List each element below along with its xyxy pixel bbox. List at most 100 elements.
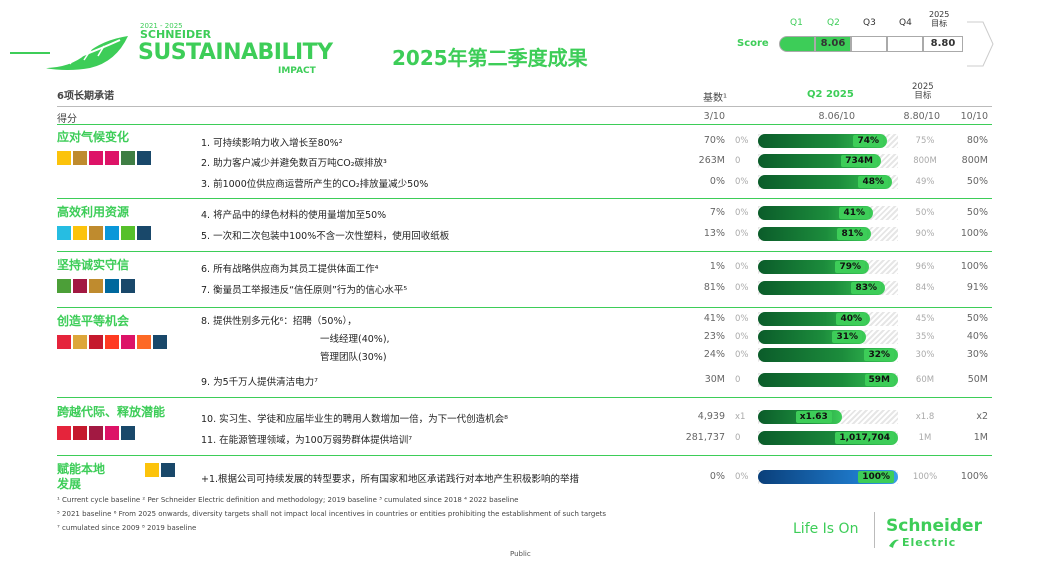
q4-label: Q4 (899, 18, 912, 28)
progress-bar: 734M (758, 154, 881, 168)
header-line (10, 52, 50, 54)
category-label: 高效利用资源 (57, 205, 130, 219)
sdg-goal-icon (121, 151, 135, 165)
progress-bar: 59M (758, 373, 898, 387)
progress-value: 41% (839, 207, 869, 219)
sdg-goal-icon (105, 426, 119, 440)
zero-value: 0 (735, 156, 741, 166)
baseline-value: 0% (709, 176, 725, 187)
target-value: 45% (915, 314, 935, 324)
q3-cell (851, 36, 887, 52)
commitment-label: 1. 可持续影响力收入增长至80%² (201, 138, 343, 149)
brand-mark-icon (889, 539, 899, 548)
sdg-goal-icon (73, 151, 87, 165)
max-value: 800M (961, 155, 988, 166)
target-score: 8.80 (930, 38, 956, 49)
zero-value: 0% (735, 177, 749, 187)
baseline-value: 24% (703, 349, 725, 360)
baseline-value: 30M (704, 374, 725, 385)
max-value: 91% (966, 282, 988, 293)
sdg-icons (57, 225, 153, 244)
zero-value: 0% (735, 262, 749, 272)
zero-value: 0% (735, 229, 749, 239)
sdg-goal-icon (105, 151, 119, 165)
progress-bar: 41% (758, 206, 873, 220)
sdg-goal-icon (89, 279, 103, 293)
sdg-goal-icon (57, 226, 71, 240)
target-value: 96% (915, 262, 935, 272)
progress-bar: 1,017,704 (758, 431, 898, 445)
category-label: 跨越代际、释放潜能 (57, 405, 166, 419)
target-cell: 8.80 (923, 36, 963, 52)
category-label: 创造平等机会 (57, 314, 130, 328)
q2-label: Q2 (827, 18, 840, 28)
brand-tagline: Life Is On (793, 521, 859, 537)
max-value: 50% (966, 313, 988, 324)
zero-value: 0 (735, 375, 741, 385)
progress-bar: 48% (758, 175, 892, 189)
max-value: 100% (960, 261, 988, 272)
brand-divider (874, 512, 875, 548)
baseline-value: 7% (709, 207, 725, 218)
section-rule (57, 397, 992, 398)
sdg-goal-icon (73, 426, 87, 440)
commitment-label: 10. 实习生、学徒和应届毕业生的聘用人数增加一倍，为下一代创造机会⁸ (201, 414, 508, 425)
section-rule (57, 455, 992, 456)
commitment-label: 4. 将产品中的绿色材料的使用量增加至50% (201, 210, 387, 221)
commitment-label: 11. 在能源管理领域，为100万弱势群体提供培训⁷ (201, 435, 413, 446)
target-value: 35% (915, 332, 935, 342)
commitment-label: 2. 助力客户减少并避免数百万吨CO₂碳排放³ (201, 158, 387, 169)
zero-value: 0% (735, 350, 749, 360)
sdg-goal-icon (73, 335, 87, 349)
sdg-goal-icon (57, 279, 71, 293)
progress-value: 48% (858, 176, 888, 188)
sdg-goal-icon (57, 426, 71, 440)
q2-header: Q2 2025 (807, 89, 854, 100)
sdg-icons (57, 425, 137, 444)
zero-value: 0% (735, 283, 749, 293)
progress-value: x1.63 (795, 411, 832, 423)
sdg-icons (57, 334, 169, 353)
target-value: 100% (912, 472, 938, 482)
q1-label: Q1 (790, 18, 803, 28)
q3-label: Q3 (863, 18, 876, 28)
target-value: 30% (915, 350, 935, 360)
score-rule (57, 124, 992, 125)
sdg-goal-icon (121, 335, 135, 349)
target-header: 2025 目标 (912, 82, 934, 101)
progress-bar: x1.63 (758, 410, 842, 424)
baseline-value: 70% (703, 135, 725, 146)
progress-value: 83% (851, 282, 881, 294)
section-rule (57, 307, 992, 308)
commitment-label: 3. 前1000位供应商运营所产生的CO₂排放量减少50% (201, 179, 429, 190)
score-row-target: 8.80/10 (903, 111, 940, 122)
score-arrow-outline (967, 21, 994, 67)
target-label: 2025 目标 (929, 10, 950, 28)
progress-bar: 81% (758, 227, 871, 241)
sdg-goal-icon (137, 151, 151, 165)
category-label: 坚持诚实守信 (57, 258, 130, 272)
footnote-2: ⁵ 2021 baseline ⁶ From 2025 onwards, div… (57, 510, 607, 518)
brand-name: Schneider (886, 516, 982, 536)
baseline-value: 23% (703, 331, 725, 342)
commitment-label: +1.根据公司可持续发展的转型要求，所有国家和地区承诺践行对本地产生积极影响的举… (201, 474, 580, 485)
max-value: x2 (976, 411, 988, 422)
progress-bar: 79% (758, 260, 869, 274)
logo-line2: SUSTAINABILITY (138, 40, 333, 65)
sdg-icons (57, 278, 137, 297)
progress-value: 32% (864, 349, 894, 361)
progress-bar: 40% (758, 312, 870, 326)
sdg-goal-icon (57, 335, 71, 349)
sdg-goal-icon (161, 463, 175, 477)
sdg-goal-icon (137, 335, 151, 349)
section-rule (57, 198, 992, 199)
zero-value: 0 (735, 433, 741, 443)
max-value: 50% (966, 176, 988, 187)
q4-cell (887, 36, 923, 52)
target-value: 800M (913, 156, 937, 166)
sdg-goal-icon (89, 226, 103, 240)
commitment-label: 9. 为5千万人提供清洁电力⁷ (201, 377, 318, 388)
zero-value: 0% (735, 332, 749, 342)
max-value: 100% (960, 471, 988, 482)
page-title: 2025年第二季度成果 (392, 46, 588, 70)
